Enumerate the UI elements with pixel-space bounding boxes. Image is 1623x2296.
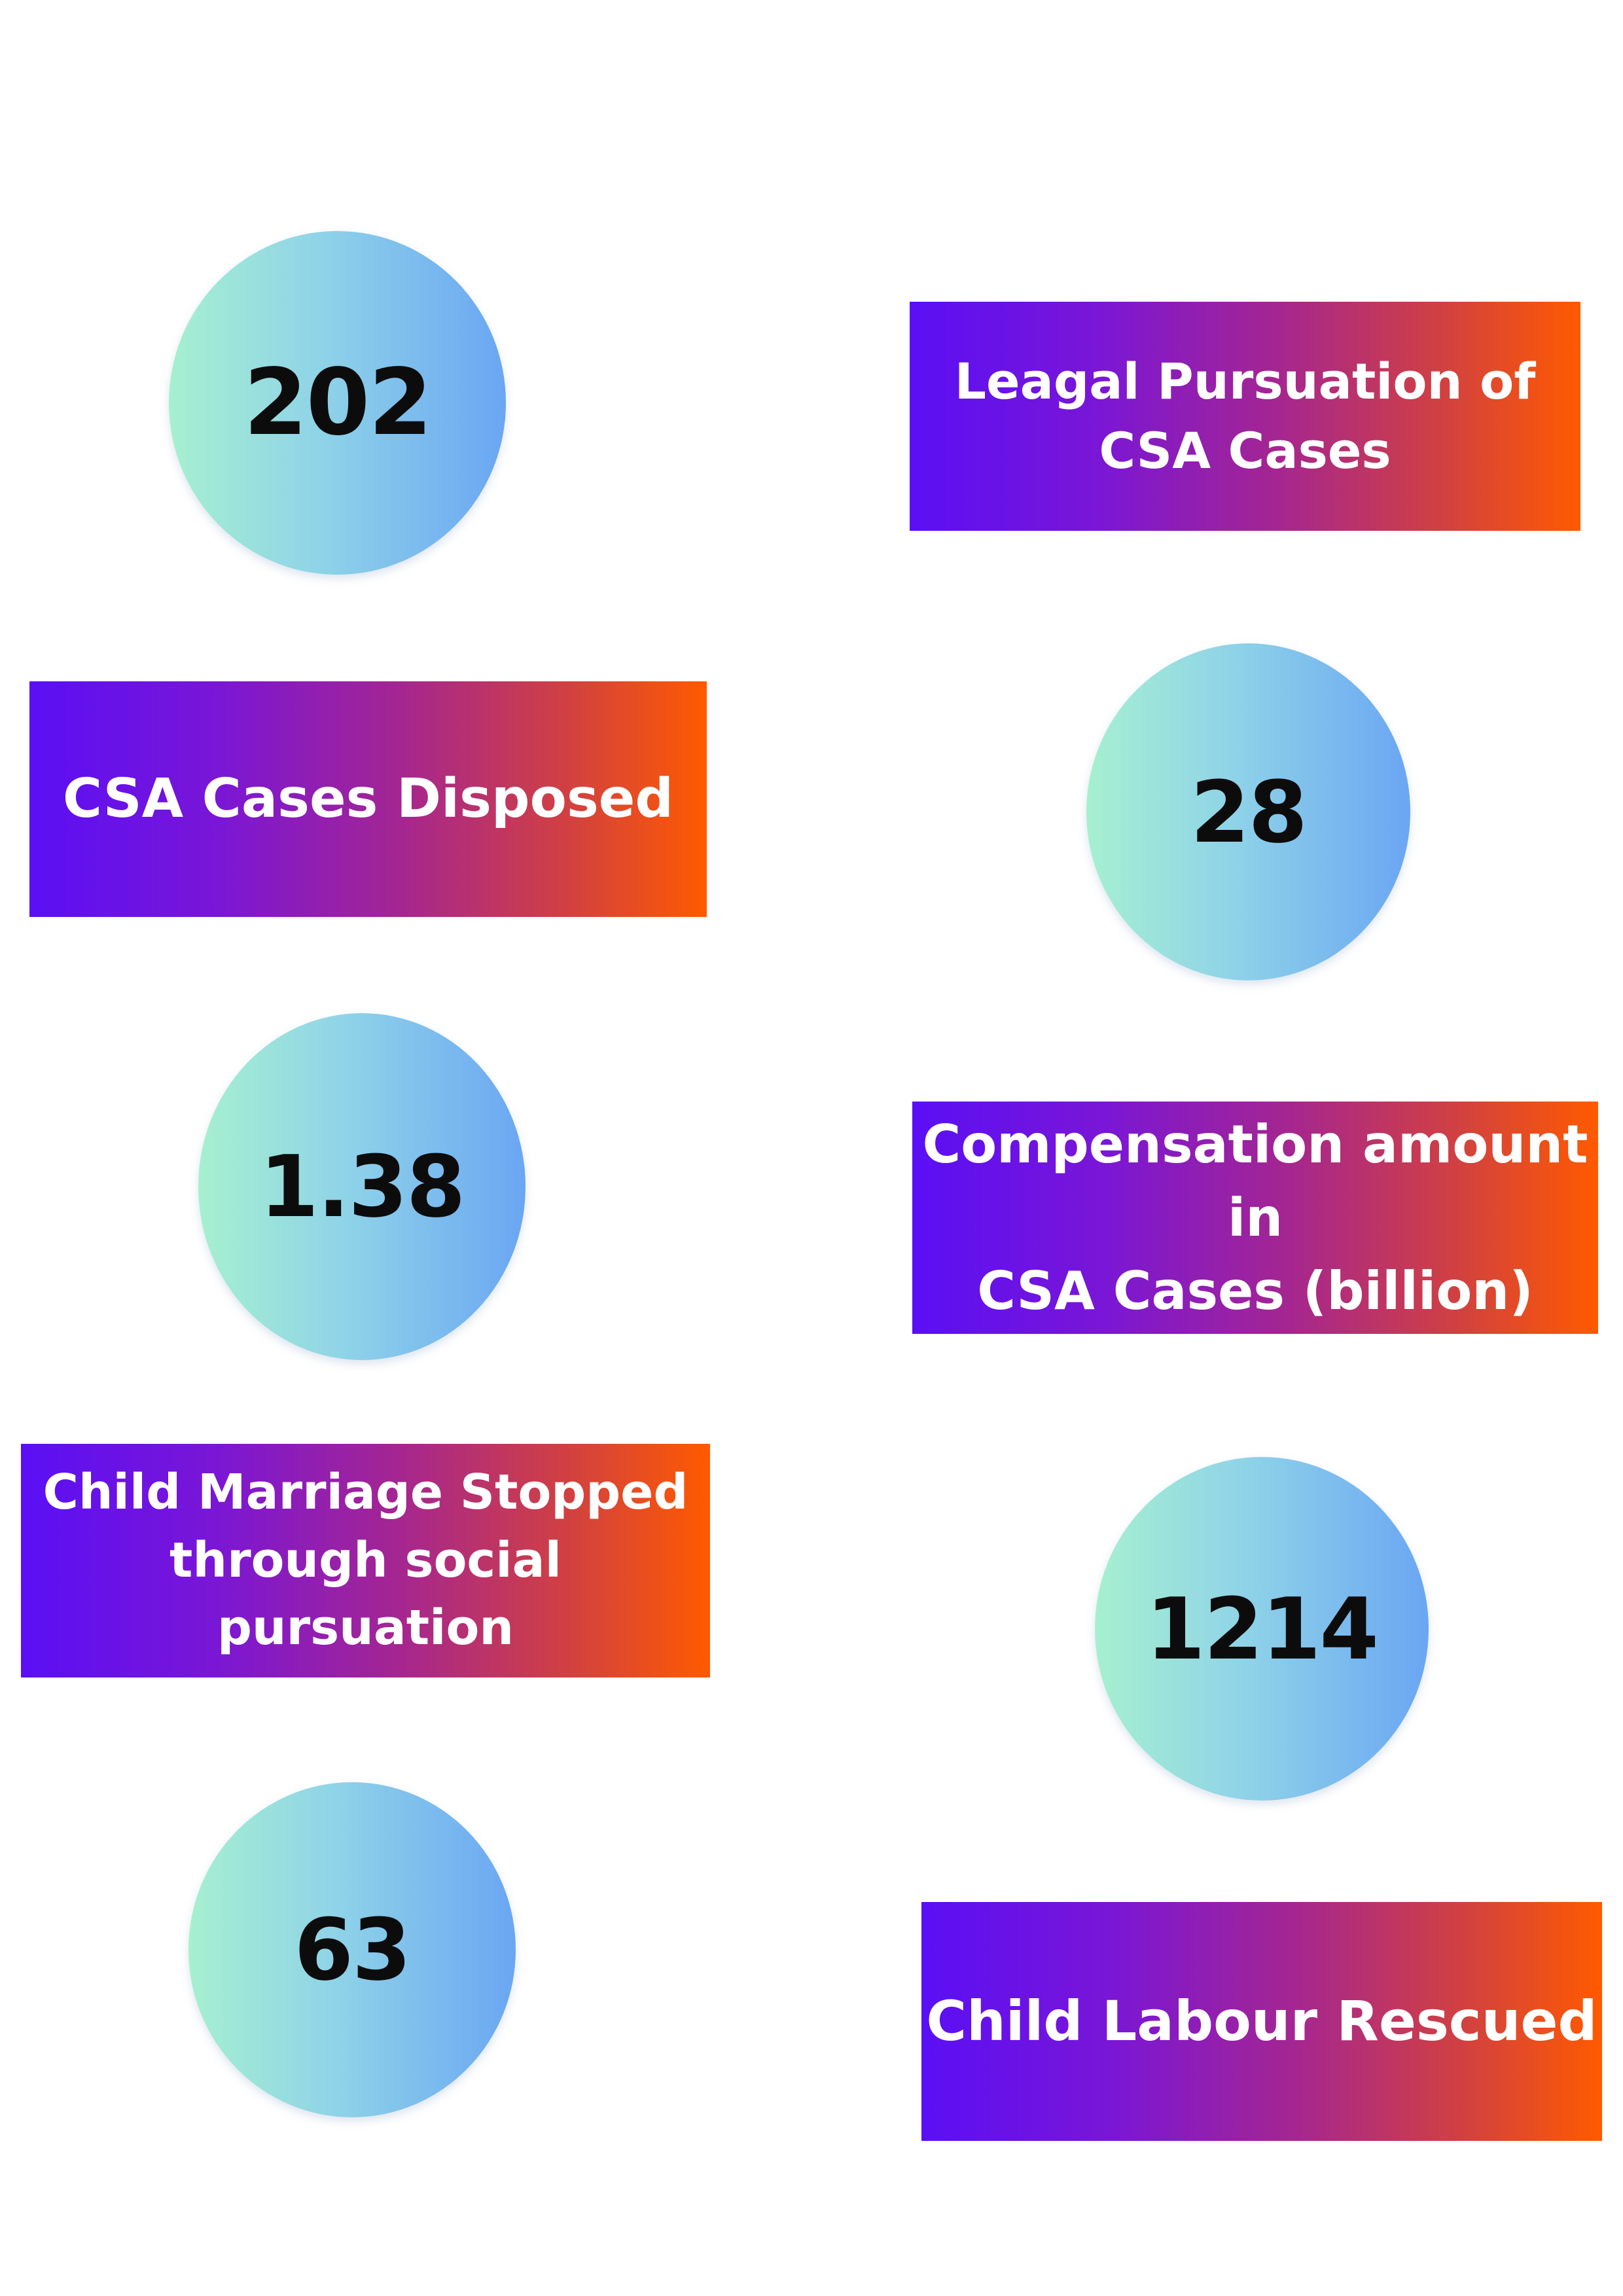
stat-circle-1-38: 1.38	[198, 1013, 526, 1360]
stat-label-compensation-amount: Compensation amount in CSA Cases (billio…	[912, 1102, 1598, 1334]
stat-label: Leagal Pursuation of CSA Cases	[954, 351, 1536, 480]
stat-value: 202	[243, 350, 432, 456]
stat-circle-1214: 1214	[1095, 1457, 1429, 1801]
stat-value: 28	[1190, 762, 1308, 862]
stat-label-legal-pursuation: Leagal Pursuation of CSA Cases	[910, 302, 1580, 531]
stat-label: Child Marriage Stopped through social pu…	[43, 1464, 688, 1657]
stat-value: 1214	[1146, 1579, 1379, 1679]
stat-value: 1.38	[259, 1137, 466, 1236]
stat-value: 63	[294, 1900, 412, 2000]
stat-label-csa-cases-disposed: CSA Cases Disposed	[29, 681, 707, 917]
stat-label-child-labour-rescued: Child Labour Rescued	[921, 1902, 1602, 2141]
stat-label: Child Labour Rescued	[926, 1988, 1597, 2053]
stat-label: CSA Cases Disposed	[62, 767, 674, 830]
stat-label: Compensation amount in CSA Cases (billio…	[922, 1113, 1588, 1321]
stat-circle-63: 63	[188, 1782, 516, 2117]
stat-circle-28: 28	[1086, 643, 1410, 980]
stat-circle-202: 202	[169, 231, 506, 575]
stat-label-child-marriage-stopped: Child Marriage Stopped through social pu…	[21, 1444, 710, 1677]
